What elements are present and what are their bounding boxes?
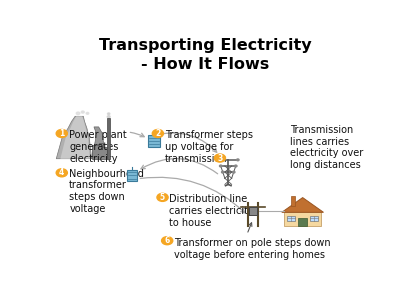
Text: 2: 2 [155, 129, 160, 138]
Circle shape [107, 116, 110, 118]
Circle shape [162, 237, 173, 245]
Text: 6: 6 [164, 236, 170, 245]
Circle shape [157, 193, 168, 201]
Text: Distribution line
carries electricity
to house: Distribution line carries electricity to… [169, 195, 254, 228]
Text: 1: 1 [59, 129, 64, 138]
Polygon shape [92, 143, 107, 159]
Text: 3: 3 [217, 154, 222, 163]
Text: 4: 4 [59, 168, 64, 177]
Polygon shape [107, 118, 110, 159]
Circle shape [220, 165, 222, 167]
Text: Transporting Electricity
- How It Flows: Transporting Electricity - How It Flows [99, 38, 311, 72]
Polygon shape [310, 215, 318, 221]
Text: Transformer steps
up voltage for
transmission: Transformer steps up voltage for transmi… [165, 130, 253, 164]
Circle shape [81, 111, 84, 113]
Text: 5: 5 [160, 193, 165, 202]
Circle shape [236, 159, 239, 161]
Circle shape [234, 165, 237, 167]
FancyBboxPatch shape [127, 170, 137, 181]
Circle shape [56, 169, 67, 177]
Polygon shape [282, 197, 324, 212]
Circle shape [214, 154, 226, 162]
Polygon shape [92, 127, 106, 159]
Text: Transformer on pole steps down
voltage before entering homes: Transformer on pole steps down voltage b… [174, 238, 331, 260]
Circle shape [152, 129, 164, 137]
Text: Transmission
lines carries
electricity over
long distances: Transmission lines carries electricity o… [290, 125, 364, 170]
Circle shape [86, 113, 89, 114]
Text: Power plant
generates
electricity: Power plant generates electricity [69, 130, 127, 164]
Circle shape [108, 113, 110, 115]
Circle shape [222, 171, 224, 173]
Polygon shape [60, 116, 90, 159]
Polygon shape [298, 218, 307, 226]
Text: Neighbourhood
transformer
steps down
voltage: Neighbourhood transformer steps down vol… [69, 169, 144, 213]
Circle shape [232, 171, 235, 173]
Polygon shape [284, 212, 321, 226]
Polygon shape [292, 196, 295, 206]
Circle shape [76, 112, 80, 115]
Circle shape [56, 129, 67, 137]
FancyBboxPatch shape [249, 207, 257, 215]
Polygon shape [56, 116, 92, 159]
Circle shape [218, 159, 220, 161]
FancyBboxPatch shape [148, 135, 160, 147]
Polygon shape [287, 215, 295, 221]
